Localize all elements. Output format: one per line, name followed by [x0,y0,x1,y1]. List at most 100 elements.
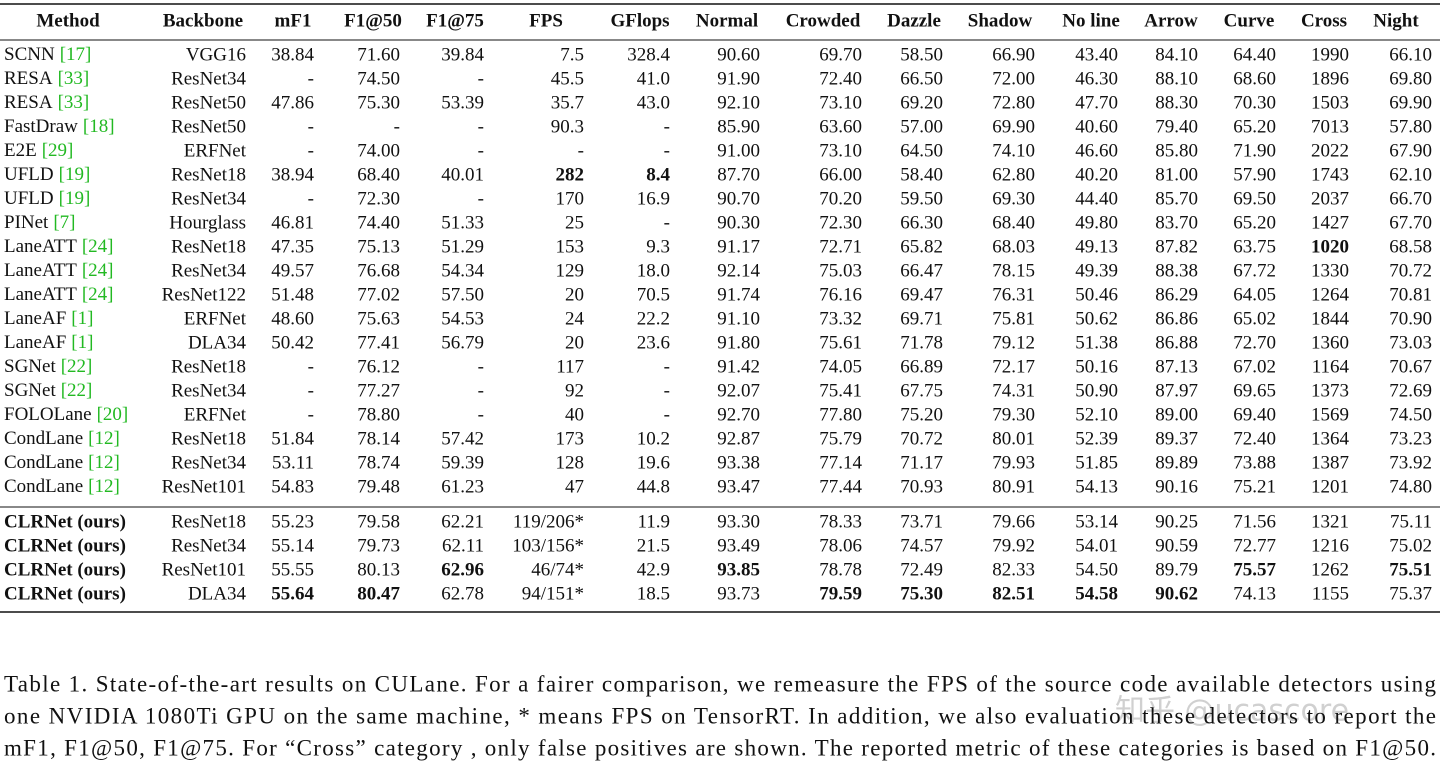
table-cell: 44.40 [1075,188,1118,209]
table-cell: 173 [556,428,585,449]
citation: [17] [60,44,92,65]
table-cell: 72.80 [992,92,1035,113]
citation: [7] [53,212,75,233]
table-cell: ERFNet [184,308,247,329]
column-header: No line [1062,10,1120,31]
table-cell: 90.60 [717,44,760,65]
table-cell: 54.83 [271,476,314,497]
table-cell: ResNet34 [171,535,246,556]
table-cell: 44.8 [637,476,670,497]
table-cell: ResNet122 [162,284,246,305]
table-cell: ResNet34 [171,260,246,281]
table-cell: 153 [556,236,585,257]
table-cell: 50.90 [1075,380,1118,401]
method-name: LaneAF [4,308,66,329]
method-name: LaneATT [4,236,77,257]
table-cell: 63.75 [1233,236,1276,257]
table-cell: 65.82 [900,236,943,257]
table-cell: 88.30 [1155,92,1198,113]
table-cell: 71.60 [357,44,400,65]
table-cell: 92.87 [717,428,760,449]
table-cell: 91.90 [717,68,760,89]
table-cell: 87.13 [1155,356,1198,377]
table-cell: 92 [565,380,584,401]
table-cell: 1503 [1311,92,1349,113]
table-cell: 64.40 [1233,44,1276,65]
column-header: Curve [1224,10,1275,31]
table-cell: 77.27 [357,380,400,401]
table-cell: 81.00 [1155,164,1198,185]
table-cell: 72.70 [1233,332,1276,353]
table-cell: 62.96 [441,559,484,580]
table-cell: 91.17 [717,236,760,257]
table-cell: 89.00 [1155,404,1198,425]
table-cell: 70.67 [1389,356,1432,377]
table-cell: - [478,188,484,209]
table-cell: 11.9 [637,511,670,532]
table-cell: 73.71 [900,511,943,532]
column-header: Cross [1301,10,1347,31]
method-cell: LaneATT [24] [4,284,113,305]
column-header: F1@75 [426,10,484,31]
table-cell: 10.2 [637,428,670,449]
table-cell: 57.42 [441,428,484,449]
table-cell: - [664,356,670,377]
table-cell: 61.23 [441,476,484,497]
table-cell: 50.16 [1075,356,1118,377]
table-cell: 73.92 [1389,452,1432,473]
table-cell: VGG16 [186,44,246,65]
table-cell: 74.80 [1389,476,1432,497]
table-cell: 79.48 [357,476,400,497]
citation: [24] [82,260,114,281]
table-cell: 128 [556,452,585,473]
table-cell: 50.42 [271,332,314,353]
table-cell: 69.71 [900,308,943,329]
table-cell: 72.71 [819,236,862,257]
table-cell: 35.7 [551,92,584,113]
table-cell: 69.90 [992,116,1035,137]
method-name: SGNet [4,380,56,401]
table-cell: ResNet50 [171,116,246,137]
table-cell: 91.00 [717,140,760,161]
table-cell: 77.44 [819,476,862,497]
table-cell: 75.20 [900,404,943,425]
method-name: E2E [4,140,37,161]
method-cell: CondLane [12] [4,452,120,473]
table-cell: 71.56 [1233,511,1276,532]
table-cell: 72.49 [900,559,943,580]
table-cell: 73.23 [1389,428,1432,449]
table-cell: 75.51 [1389,559,1432,580]
table-cell: 69.70 [819,44,862,65]
method-name: LaneATT [4,260,77,281]
table-cell: 91.74 [717,284,760,305]
table-cell: DLA34 [188,583,247,604]
table-cell: 57.50 [441,284,484,305]
table-cell: 51.38 [1075,332,1118,353]
table-cell: 19.6 [637,452,670,473]
table-cell: 66.70 [1389,188,1432,209]
table-cell: 70.30 [1233,92,1276,113]
table-cell: 40.60 [1075,116,1118,137]
table-cell: 1360 [1311,332,1349,353]
table-cell: 50.62 [1075,308,1118,329]
table-cell: 42.9 [637,559,670,580]
table-cell: 92.14 [717,260,760,281]
table-cell: 2022 [1311,140,1349,161]
table-cell: 70.5 [637,284,670,305]
table-cell: 93.38 [717,452,760,473]
table-cell: - [478,68,484,89]
citation: [33] [58,68,90,89]
table-cell: 1569 [1311,404,1349,425]
table-cell: 75.57 [1233,559,1276,580]
table-cell: 38.94 [271,164,314,185]
table-cell: ResNet18 [171,236,246,257]
table-cell: 86.86 [1155,308,1198,329]
citation: [1] [71,332,93,353]
table-cell: 82.51 [992,583,1035,604]
table-cell: 78.15 [992,260,1035,281]
table-cell: 75.63 [357,308,400,329]
table-cell: 45.5 [551,68,584,89]
method-name: SGNet [4,356,56,377]
method-name: LaneATT [4,284,77,305]
table-cell: - [308,68,314,89]
